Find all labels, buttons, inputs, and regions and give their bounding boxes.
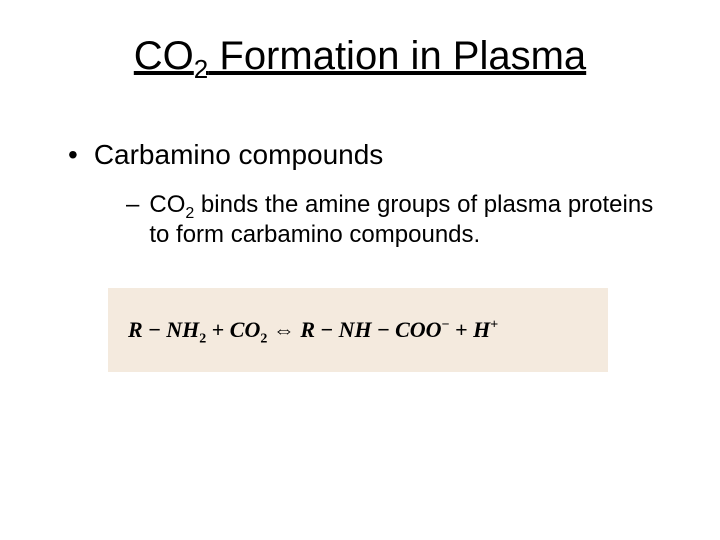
dash-marker: –	[126, 190, 139, 220]
eq-p14: −	[442, 318, 450, 333]
eq-p6: CO	[230, 317, 261, 342]
eq-p11: NH	[339, 317, 372, 342]
eq-p1: R	[128, 317, 143, 342]
eq-p2: −	[143, 317, 167, 342]
eq-p8: ⇔	[267, 317, 300, 342]
eq-p12: −	[372, 317, 396, 342]
title-pre: CO	[134, 34, 194, 78]
eq-p16: H	[473, 317, 490, 342]
bullet2-post: binds the amine groups of plasma protein…	[149, 191, 653, 248]
eq-p9: R	[300, 317, 315, 342]
slide: CO2 Formation in Plasma • Carbamino comp…	[0, 0, 720, 540]
title-post: Formation in Plasma	[208, 34, 586, 78]
eq-p3: NH	[166, 317, 199, 342]
title-sub: 2	[194, 54, 208, 84]
slide-body: • Carbamino compounds – CO2 binds the am…	[72, 137, 672, 372]
eq-p13: COO	[395, 317, 441, 342]
bullet2-sub: 2	[185, 205, 194, 222]
bullet2-pre: CO	[149, 191, 185, 218]
bullet-level1: • Carbamino compounds	[72, 137, 672, 172]
equation: R − NH2 + CO2 ⇔ R − NH − COO− + H+	[128, 317, 498, 343]
slide-title: CO2 Formation in Plasma	[96, 34, 624, 79]
bullet1-text: Carbamino compounds	[94, 137, 384, 172]
eq-p17: +	[490, 318, 498, 333]
equation-box: R − NH2 + CO2 ⇔ R − NH − COO− + H+	[108, 288, 608, 372]
eq-p10: −	[315, 317, 339, 342]
bullet2-text: CO2 binds the amine groups of plasma pro…	[149, 190, 669, 250]
eq-p5: +	[206, 317, 230, 342]
eq-p15: +	[450, 317, 474, 342]
bullet-marker: •	[68, 137, 78, 172]
bullet-level2: – CO2 binds the amine groups of plasma p…	[126, 190, 672, 250]
